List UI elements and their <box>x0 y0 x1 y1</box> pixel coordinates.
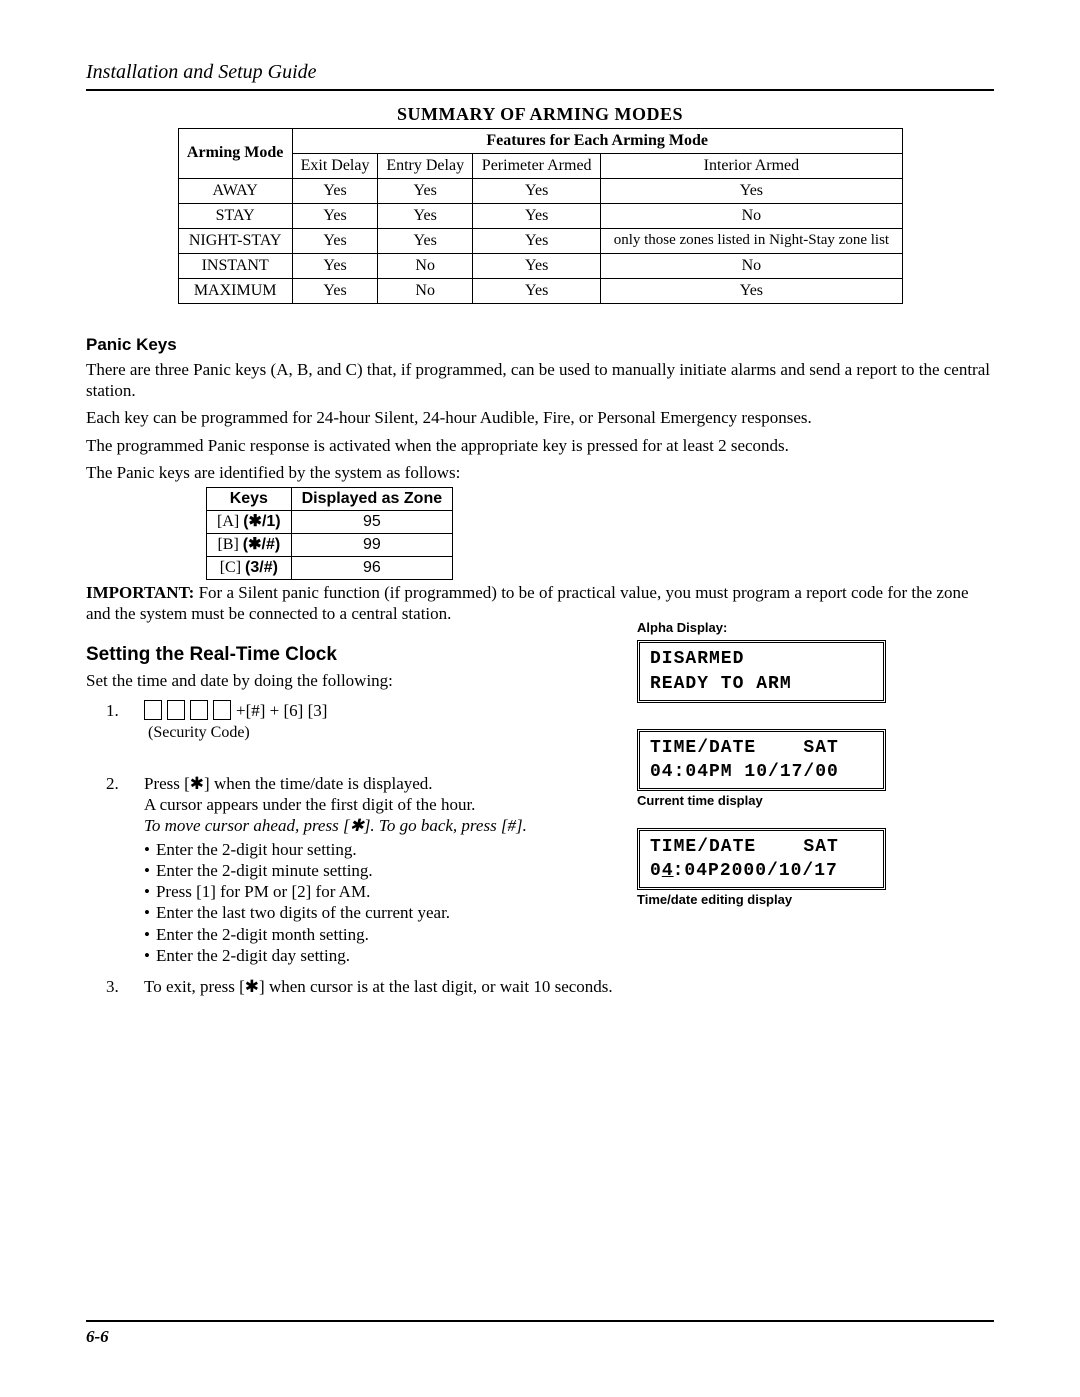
clock-steps: 1. +[#] + [6] [3] (Security Code) 2. Pre… <box>86 700 726 998</box>
code-box-4 <box>213 700 231 720</box>
code-box-2 <box>167 700 185 720</box>
arming-r0-1: Yes <box>378 178 473 203</box>
arming-r0-3: Yes <box>601 178 902 203</box>
arming-sub-2: Perimeter Armed <box>473 153 601 178</box>
panic-p3: The programmed Panic response is activat… <box>86 435 994 456</box>
arming-r0-0: Yes <box>292 178 378 203</box>
lcd-disarmed: DISARMED READY TO ARM <box>637 640 886 703</box>
arming-r3-mode: INSTANT <box>178 253 292 278</box>
alpha-display-label: Alpha Display: <box>637 620 892 636</box>
step-3: 3. To exit, press [✱] when cursor is at … <box>86 976 726 997</box>
panic-r2-key: [C] (3/#) <box>207 557 292 580</box>
code-box-3 <box>190 700 208 720</box>
panic-heading: Panic Keys <box>86 334 994 355</box>
arming-r3-1: No <box>378 253 473 278</box>
panic-p2: Each key can be programmed for 24-hour S… <box>86 407 994 428</box>
panic-p4: The Panic keys are identified by the sys… <box>86 462 994 483</box>
arming-th-mode: Arming Mode <box>178 128 292 178</box>
panic-r2-zone: 96 <box>291 557 453 580</box>
step1-suffix: +[#] + [6] [3] <box>236 700 327 721</box>
panic-r1-key: [B] (✱/#) <box>207 534 292 557</box>
arming-th-features: Features for Each Arming Mode <box>292 128 902 153</box>
panic-table: Keys Displayed as Zone [A] (✱/1) 95 [B] … <box>206 487 453 580</box>
panic-r0-key: [A] (✱/1) <box>207 511 292 534</box>
top-rule <box>86 89 994 91</box>
lcd-time-edit: TIME/DATE SAT 04:04P2000/10/17 <box>637 828 886 891</box>
arming-r1-3: No <box>601 203 902 228</box>
arming-sub-3: Interior Armed <box>601 153 902 178</box>
panic-r1-zone: 99 <box>291 534 453 557</box>
arming-r2-3: only those zones listed in Night-Stay zo… <box>601 228 902 253</box>
arming-r2-0: Yes <box>292 228 378 253</box>
step-1: 1. +[#] + [6] [3] (Security Code) <box>86 700 726 743</box>
important-note: IMPORTANT: For a Silent panic function (… <box>86 582 994 625</box>
arming-r1-1: Yes <box>378 203 473 228</box>
arming-r2-2: Yes <box>473 228 601 253</box>
panic-th-0: Keys <box>207 488 292 511</box>
panic-r0-zone: 95 <box>291 511 453 534</box>
page-number: 6-6 <box>86 1326 994 1347</box>
lcd-time-edit-caption: Time/date editing display <box>637 892 892 908</box>
arming-r3-2: Yes <box>473 253 601 278</box>
arming-r0-mode: AWAY <box>178 178 292 203</box>
panic-th-1: Displayed as Zone <box>291 488 453 511</box>
arming-r2-mode: NIGHT-STAY <box>178 228 292 253</box>
arming-r4-1: No <box>378 278 473 303</box>
arming-sub-1: Entry Delay <box>378 153 473 178</box>
lcd-time-current: TIME/DATE SAT 04:04PM 10/17/00 <box>637 729 886 792</box>
footer: 6-6 <box>86 1320 994 1347</box>
bullet-4: Enter the 2-digit month setting. <box>144 924 726 945</box>
arming-r3-3: No <box>601 253 902 278</box>
lcd-time-current-caption: Current time display <box>637 793 892 809</box>
panic-p1: There are three Panic keys (A, B, and C)… <box>86 359 994 402</box>
arming-table: Arming Mode Features for Each Arming Mod… <box>178 128 903 304</box>
arming-r4-0: Yes <box>292 278 378 303</box>
arming-r1-2: Yes <box>473 203 601 228</box>
arming-r4-3: Yes <box>601 278 902 303</box>
arming-r4-2: Yes <box>473 278 601 303</box>
arming-r1-mode: STAY <box>178 203 292 228</box>
arming-heading: SUMMARY OF ARMING MODES <box>86 103 994 126</box>
arming-r2-1: Yes <box>378 228 473 253</box>
arming-r4-mode: MAXIMUM <box>178 278 292 303</box>
arming-r3-0: Yes <box>292 253 378 278</box>
display-column: Alpha Display: DISARMED READY TO ARM TIM… <box>637 620 892 909</box>
arming-r1-0: Yes <box>292 203 378 228</box>
step3-text: To exit, press [✱] when cursor is at the… <box>144 977 613 996</box>
bullet-5: Enter the 2-digit day setting. <box>144 945 726 966</box>
step-2: 2. Press [✱] when the time/date is displ… <box>86 773 726 966</box>
code-box-1 <box>144 700 162 720</box>
doc-title: Installation and Setup Guide <box>86 60 994 85</box>
arming-sub-0: Exit Delay <box>292 153 378 178</box>
arming-r0-2: Yes <box>473 178 601 203</box>
